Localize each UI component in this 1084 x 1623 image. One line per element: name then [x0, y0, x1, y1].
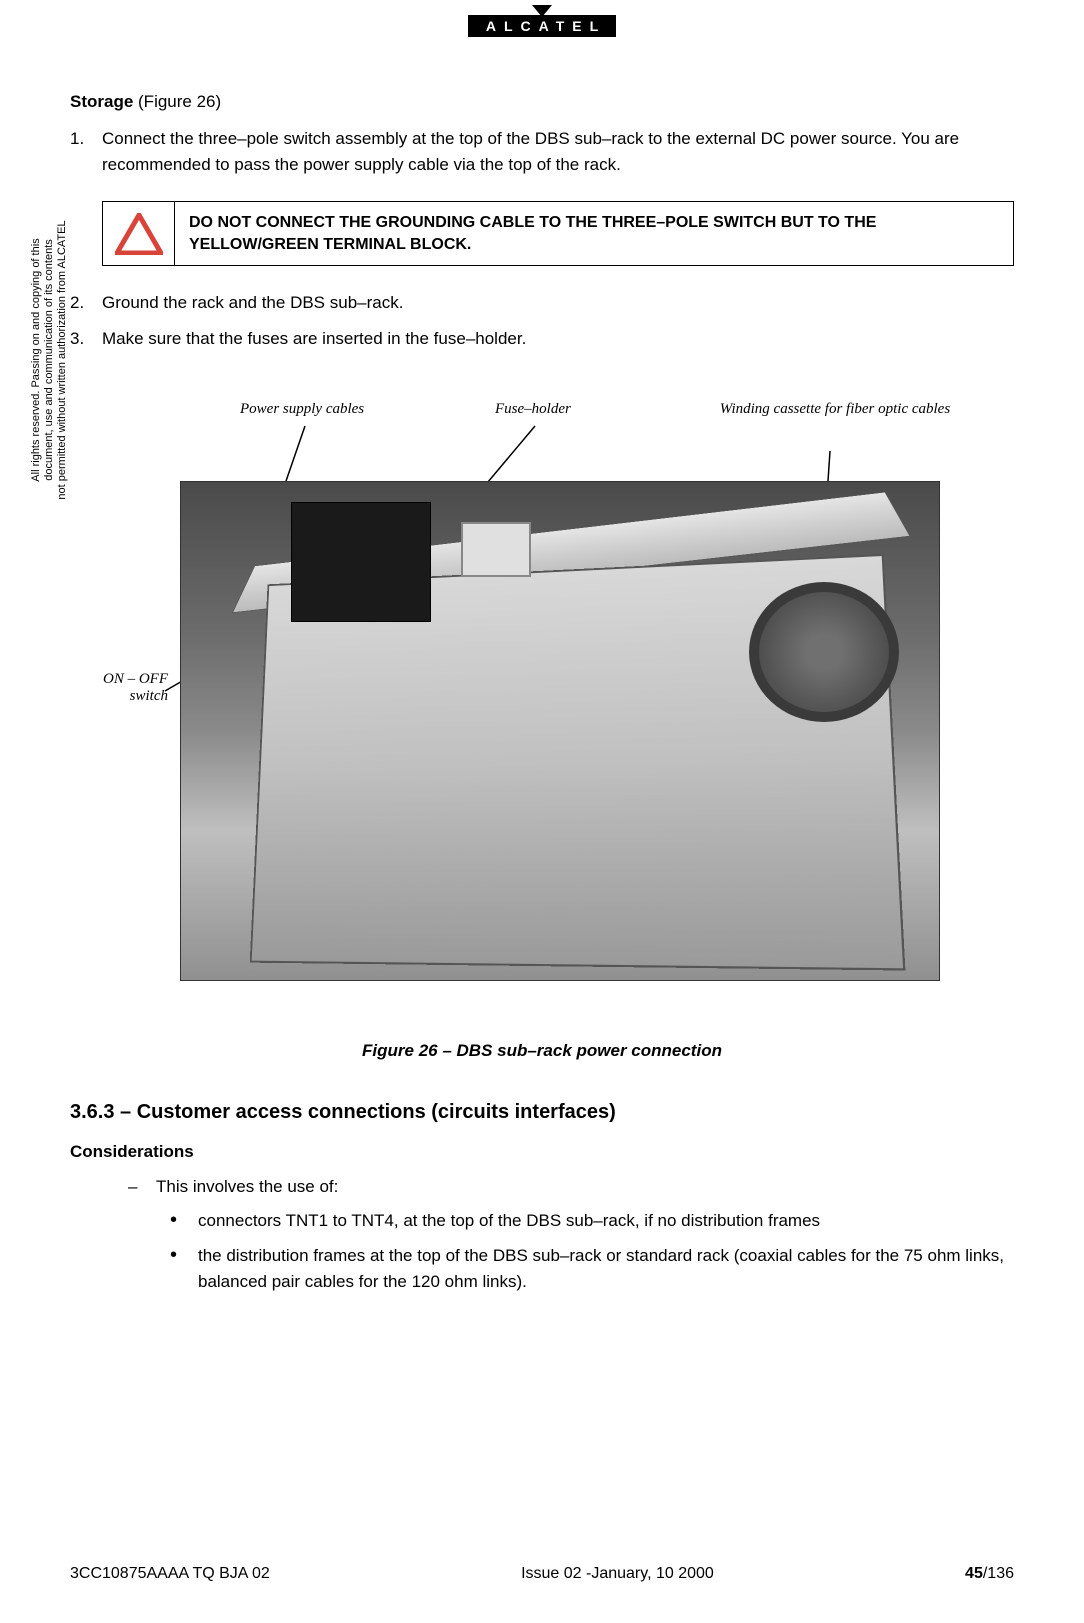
storage-ref: (Figure 26)	[133, 92, 221, 111]
dash-marker: –	[128, 1174, 156, 1200]
figure-26-area: Power supply cables Fuse–holder Winding …	[70, 401, 1014, 1021]
step-2-text: Ground the rack and the DBS sub–rack.	[102, 290, 403, 316]
footer-page: 45/136	[965, 1565, 1014, 1583]
main-content: Storage (Figure 26) 1. Connect the three…	[70, 67, 1014, 1294]
bullet-text-1: connectors TNT1 to TNT4, at the top of t…	[198, 1208, 820, 1234]
warning-text: DO NOT CONNECT THE GROUNDING CABLE TO TH…	[175, 202, 1013, 265]
section-3-6-3-heading: 3.6.3 – Customer access connections (cir…	[70, 1101, 1014, 1124]
step-list-top: 1. Connect the three–pole switch assembl…	[70, 126, 1014, 177]
side-line-3: not permitted without written authorizat…	[56, 210, 69, 510]
page-footer: 3CC10875AAAA TQ BJA 02 Issue 02 -January…	[70, 1565, 1014, 1583]
brand-logo: ALCATEL	[468, 15, 616, 37]
step-2: 2. Ground the rack and the DBS sub–rack.	[70, 290, 1014, 316]
warning-triangle-icon	[115, 213, 163, 255]
logo-arrow-icon	[532, 5, 552, 17]
storage-label: Storage	[70, 92, 133, 111]
bullet-marker-1: •	[170, 1208, 198, 1234]
footer-doc-id: 3CC10875AAAA TQ BJA 02	[70, 1565, 270, 1583]
step-list-bottom: 2. Ground the rack and the DBS sub–rack.…	[70, 290, 1014, 351]
bullet-item-1: • connectors TNT1 to TNT4, at the top of…	[170, 1208, 1014, 1234]
figure-26-caption: Figure 26 – DBS sub–rack power connectio…	[70, 1041, 1014, 1061]
footer-page-total: /136	[983, 1565, 1014, 1582]
step-3-num: 3.	[70, 326, 102, 352]
dash-item: – This involves the use of:	[128, 1174, 1014, 1200]
bullet-item-2: • the distribution frames at the top of …	[170, 1243, 1014, 1294]
bullet-marker-2: •	[170, 1243, 198, 1294]
considerations-subheading: Considerations	[70, 1142, 1014, 1162]
header-logo-area: ALCATEL	[70, 0, 1014, 67]
figure-photo	[180, 481, 940, 981]
fuse-holder-box	[461, 522, 531, 577]
warning-icon-cell	[103, 202, 175, 265]
bullet-text-2: the distribution frames at the top of th…	[198, 1243, 1014, 1294]
storage-heading: Storage (Figure 26)	[70, 92, 1014, 112]
copyright-side-notice: All rights reserved. Passing on and copy…	[30, 210, 70, 510]
step-1-num: 1.	[70, 126, 102, 177]
switch-assembly	[291, 502, 431, 622]
step-3: 3. Make sure that the fuses are inserted…	[70, 326, 1014, 352]
footer-issue: Issue 02 -January, 10 2000	[521, 1565, 714, 1583]
brand-logo-text: ALCATEL	[486, 18, 606, 34]
dash-text: This involves the use of:	[156, 1174, 338, 1200]
step-1-text: Connect the three–pole switch assembly a…	[102, 126, 1014, 177]
step-3-text: Make sure that the fuses are inserted in…	[102, 326, 526, 352]
side-line-1: All rights reserved. Passing on and copy…	[30, 210, 43, 510]
fiber-cassette	[749, 582, 899, 722]
warning-box: DO NOT CONNECT THE GROUNDING CABLE TO TH…	[102, 201, 1014, 266]
step-1: 1. Connect the three–pole switch assembl…	[70, 126, 1014, 177]
footer-page-current: 45	[965, 1565, 983, 1582]
step-2-num: 2.	[70, 290, 102, 316]
side-line-2: document, use and communication of its c…	[43, 210, 56, 510]
